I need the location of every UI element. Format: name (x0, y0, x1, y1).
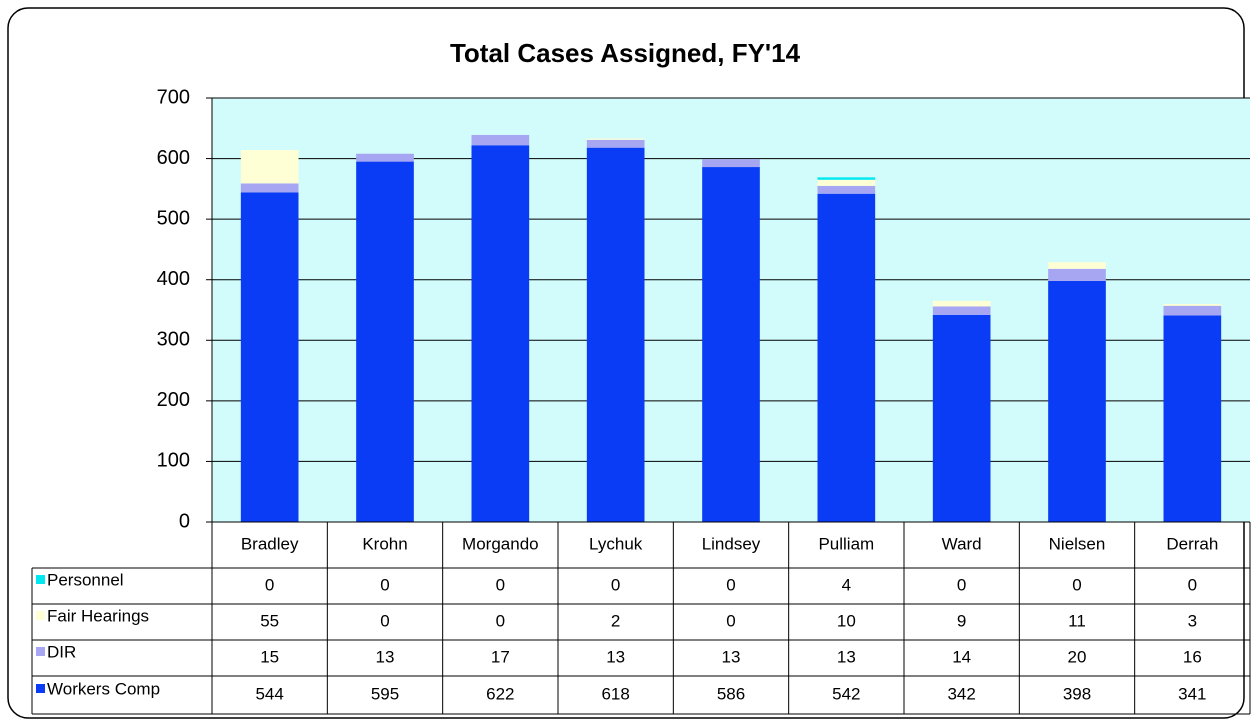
legend-swatch (36, 575, 45, 584)
chart-title: Total Cases Assigned, FY'14 (450, 38, 801, 68)
table-value: 586 (717, 684, 745, 703)
y-tick-label: 700 (157, 86, 190, 108)
bar-segment (817, 193, 876, 522)
table-value: 341 (1178, 684, 1206, 703)
table-value: 13 (606, 647, 625, 666)
bar-segment (356, 161, 414, 522)
table-value: 14 (952, 647, 971, 666)
table-value: 0 (380, 611, 389, 630)
table-value: 342 (947, 684, 975, 703)
bar-segment (932, 300, 991, 307)
bar-segment (1163, 315, 1222, 522)
table-value: 595 (371, 684, 399, 703)
x-tick-label: Bradley (241, 534, 299, 553)
legend-label: Personnel (47, 570, 124, 589)
table-value: 544 (255, 684, 283, 703)
table-value: 2 (611, 611, 620, 630)
table-value: 0 (496, 575, 505, 594)
legend-swatch (36, 611, 45, 620)
y-tick-label: 200 (157, 389, 190, 411)
table-value: 13 (722, 647, 741, 666)
legend-label: Workers Comp (47, 679, 160, 698)
x-tick-label: Derrah (1166, 534, 1218, 553)
table-value: 0 (611, 575, 620, 594)
y-tick-label: 300 (157, 329, 190, 351)
y-tick-label: 400 (157, 268, 190, 290)
bar-segment (1048, 268, 1106, 281)
table-value: 3 (1188, 611, 1197, 630)
x-tick-label: Pulliam (818, 534, 874, 553)
y-tick-label: 500 (157, 207, 190, 229)
table-value: 542 (832, 684, 860, 703)
y-tick-label: 100 (157, 450, 190, 472)
table-value: 0 (726, 575, 735, 594)
table-value: 17 (491, 647, 510, 666)
table-value: 398 (1063, 684, 1091, 703)
table-value: 0 (265, 575, 274, 594)
bar-segment (586, 138, 645, 140)
table-value: 13 (837, 647, 856, 666)
bar-segment (240, 183, 299, 193)
table-value: 618 (601, 684, 629, 703)
table-value: 13 (376, 647, 395, 666)
bar-segment (1163, 303, 1222, 306)
table-value: 11 (1068, 611, 1086, 630)
x-tick-label: Lychuk (589, 534, 643, 553)
table-value: 0 (1188, 575, 1197, 594)
bar-segment (817, 179, 876, 186)
table-value: 9 (957, 611, 966, 630)
table-value: 55 (260, 611, 279, 630)
bar-segment (240, 192, 299, 522)
y-tick-label: 600 (157, 147, 190, 169)
table-value: 16 (1183, 647, 1202, 666)
x-tick-label: Ward (942, 534, 982, 553)
table-value: 0 (1072, 575, 1081, 594)
table-value: 0 (726, 611, 735, 630)
bar-segment (817, 185, 876, 194)
table-value: 622 (486, 684, 514, 703)
bar-segment (702, 159, 760, 168)
bar-segment (1048, 262, 1106, 269)
legend-swatch (36, 684, 45, 693)
bar-segment (817, 177, 876, 180)
legend-label: DIR (47, 642, 76, 661)
bar-segment (1163, 305, 1222, 316)
x-tick-label: Lindsey (702, 534, 761, 553)
bar-segment (932, 314, 991, 522)
table-value: 4 (842, 575, 851, 594)
bar-segment (1048, 280, 1106, 522)
bar-segment (586, 147, 645, 522)
table-value: 10 (837, 611, 856, 630)
bar-segment (356, 153, 414, 162)
legend-swatch (36, 647, 45, 656)
bar-segment (586, 139, 645, 148)
x-tick-label: Nielsen (1049, 534, 1106, 553)
table-value: 0 (957, 575, 966, 594)
table-value: 15 (260, 647, 279, 666)
y-tick-label: 0 (179, 510, 190, 532)
table-value: 0 (496, 611, 505, 630)
x-tick-label: Morgando (462, 534, 539, 553)
x-tick-label: Krohn (362, 534, 407, 553)
bar-segment (471, 134, 530, 146)
bar-segment (702, 167, 760, 522)
bar-segment (240, 150, 299, 184)
table-value: 0 (380, 575, 389, 594)
bar-segment (471, 145, 530, 522)
table-value: 20 (1068, 647, 1087, 666)
bar-segment (932, 306, 991, 315)
legend-label: Fair Hearings (47, 606, 149, 625)
